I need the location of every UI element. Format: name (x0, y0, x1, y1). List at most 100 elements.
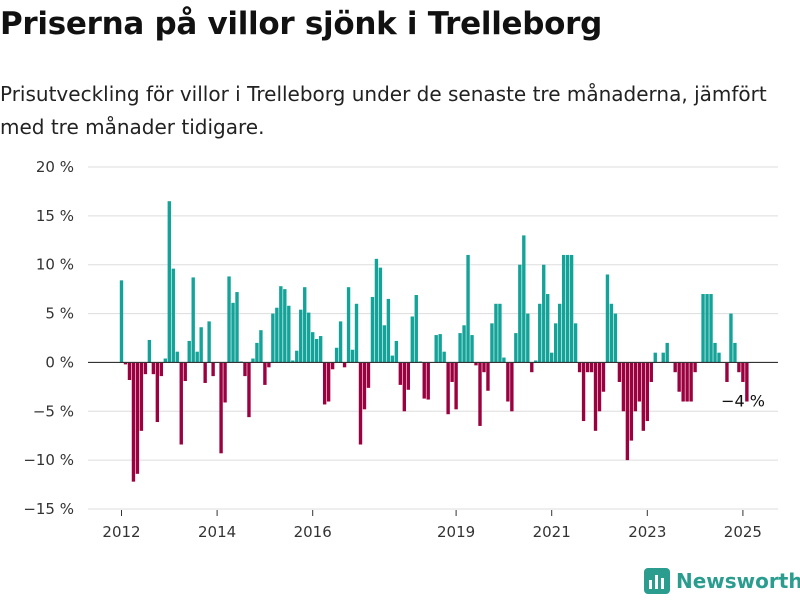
bar (542, 264, 546, 363)
bar (195, 351, 199, 363)
bar (366, 362, 371, 388)
bar (426, 362, 430, 400)
bar (673, 362, 677, 373)
bar (470, 335, 474, 363)
bar (546, 294, 550, 363)
y-tick-label: −5 % (33, 402, 74, 420)
bar (338, 321, 343, 363)
bar (354, 303, 359, 363)
bar (394, 340, 399, 363)
bar (374, 258, 379, 363)
bar (314, 338, 319, 363)
bar (326, 362, 331, 402)
chart-title: Priserna på villor sjönk i Trelleborg (0, 6, 603, 42)
latest-value-annotation: −4 % (721, 392, 765, 411)
bar (438, 334, 442, 363)
bar (243, 362, 247, 377)
bar (689, 362, 693, 402)
bar (434, 335, 438, 363)
bar (745, 362, 749, 402)
newsworthy-logo: Newsworthy (644, 568, 800, 594)
bar (259, 330, 263, 363)
bar (693, 362, 697, 373)
bar (478, 362, 482, 426)
bar (629, 362, 634, 441)
bar (191, 277, 195, 363)
bar (123, 362, 128, 365)
bar (350, 349, 355, 363)
bar (207, 321, 211, 363)
y-tick-label: −10 % (23, 451, 74, 469)
bar (422, 362, 426, 399)
bar (318, 336, 323, 363)
bar (271, 313, 275, 363)
bar (502, 357, 506, 363)
bar (454, 362, 458, 410)
bar (303, 287, 307, 363)
bar (346, 287, 351, 363)
bar (717, 352, 721, 363)
bar (506, 362, 510, 402)
bar (577, 362, 582, 373)
bar (601, 362, 606, 392)
bar (641, 362, 645, 431)
bar (565, 254, 570, 363)
bar (143, 362, 148, 375)
bar (705, 294, 709, 363)
bar (550, 352, 554, 363)
logo-text: Newsworthy (676, 569, 800, 593)
x-tick-label: 2021 (533, 523, 571, 541)
bar (287, 305, 291, 363)
bar (450, 362, 454, 382)
bar (621, 362, 626, 412)
bar (518, 264, 522, 363)
bar (406, 362, 410, 390)
bar (119, 280, 124, 363)
bar (498, 303, 502, 363)
bar (653, 352, 657, 363)
y-tick-label: 20 % (36, 158, 74, 176)
bar (514, 333, 518, 363)
bar (617, 362, 622, 382)
bar (561, 254, 566, 363)
bar (414, 295, 418, 363)
bar (307, 312, 311, 363)
bar (645, 362, 649, 422)
bar (219, 362, 223, 454)
bar (613, 313, 618, 363)
bar (605, 274, 610, 363)
bar (135, 362, 140, 474)
chart-subtitle: Prisutveckling för villor i Trelleborg u… (0, 82, 767, 139)
bar (358, 362, 363, 445)
bar (163, 358, 168, 363)
y-tick-label: 15 % (36, 207, 74, 225)
bar (709, 294, 713, 363)
bar (713, 342, 717, 363)
bar (179, 362, 183, 445)
x-tick-label: 2012 (102, 523, 140, 541)
bar (203, 362, 207, 383)
x-tick-label: 2016 (294, 523, 332, 541)
bar (231, 302, 235, 363)
bar (139, 362, 144, 431)
bar (235, 292, 239, 363)
bar (322, 362, 327, 405)
bar (211, 362, 215, 377)
bar (741, 362, 745, 382)
bar (251, 358, 255, 363)
x-tick-label: 2023 (628, 523, 666, 541)
bar (442, 351, 446, 363)
bar (530, 362, 534, 373)
x-tick-label: 2014 (198, 523, 236, 541)
bar (382, 325, 387, 363)
bar (557, 303, 562, 363)
bar (482, 362, 486, 373)
bar (701, 294, 705, 363)
bar (295, 350, 299, 363)
bar (390, 355, 395, 363)
bar (131, 362, 136, 482)
bar (291, 360, 295, 363)
bar (398, 362, 403, 385)
bar (733, 342, 737, 363)
bar (538, 303, 542, 363)
